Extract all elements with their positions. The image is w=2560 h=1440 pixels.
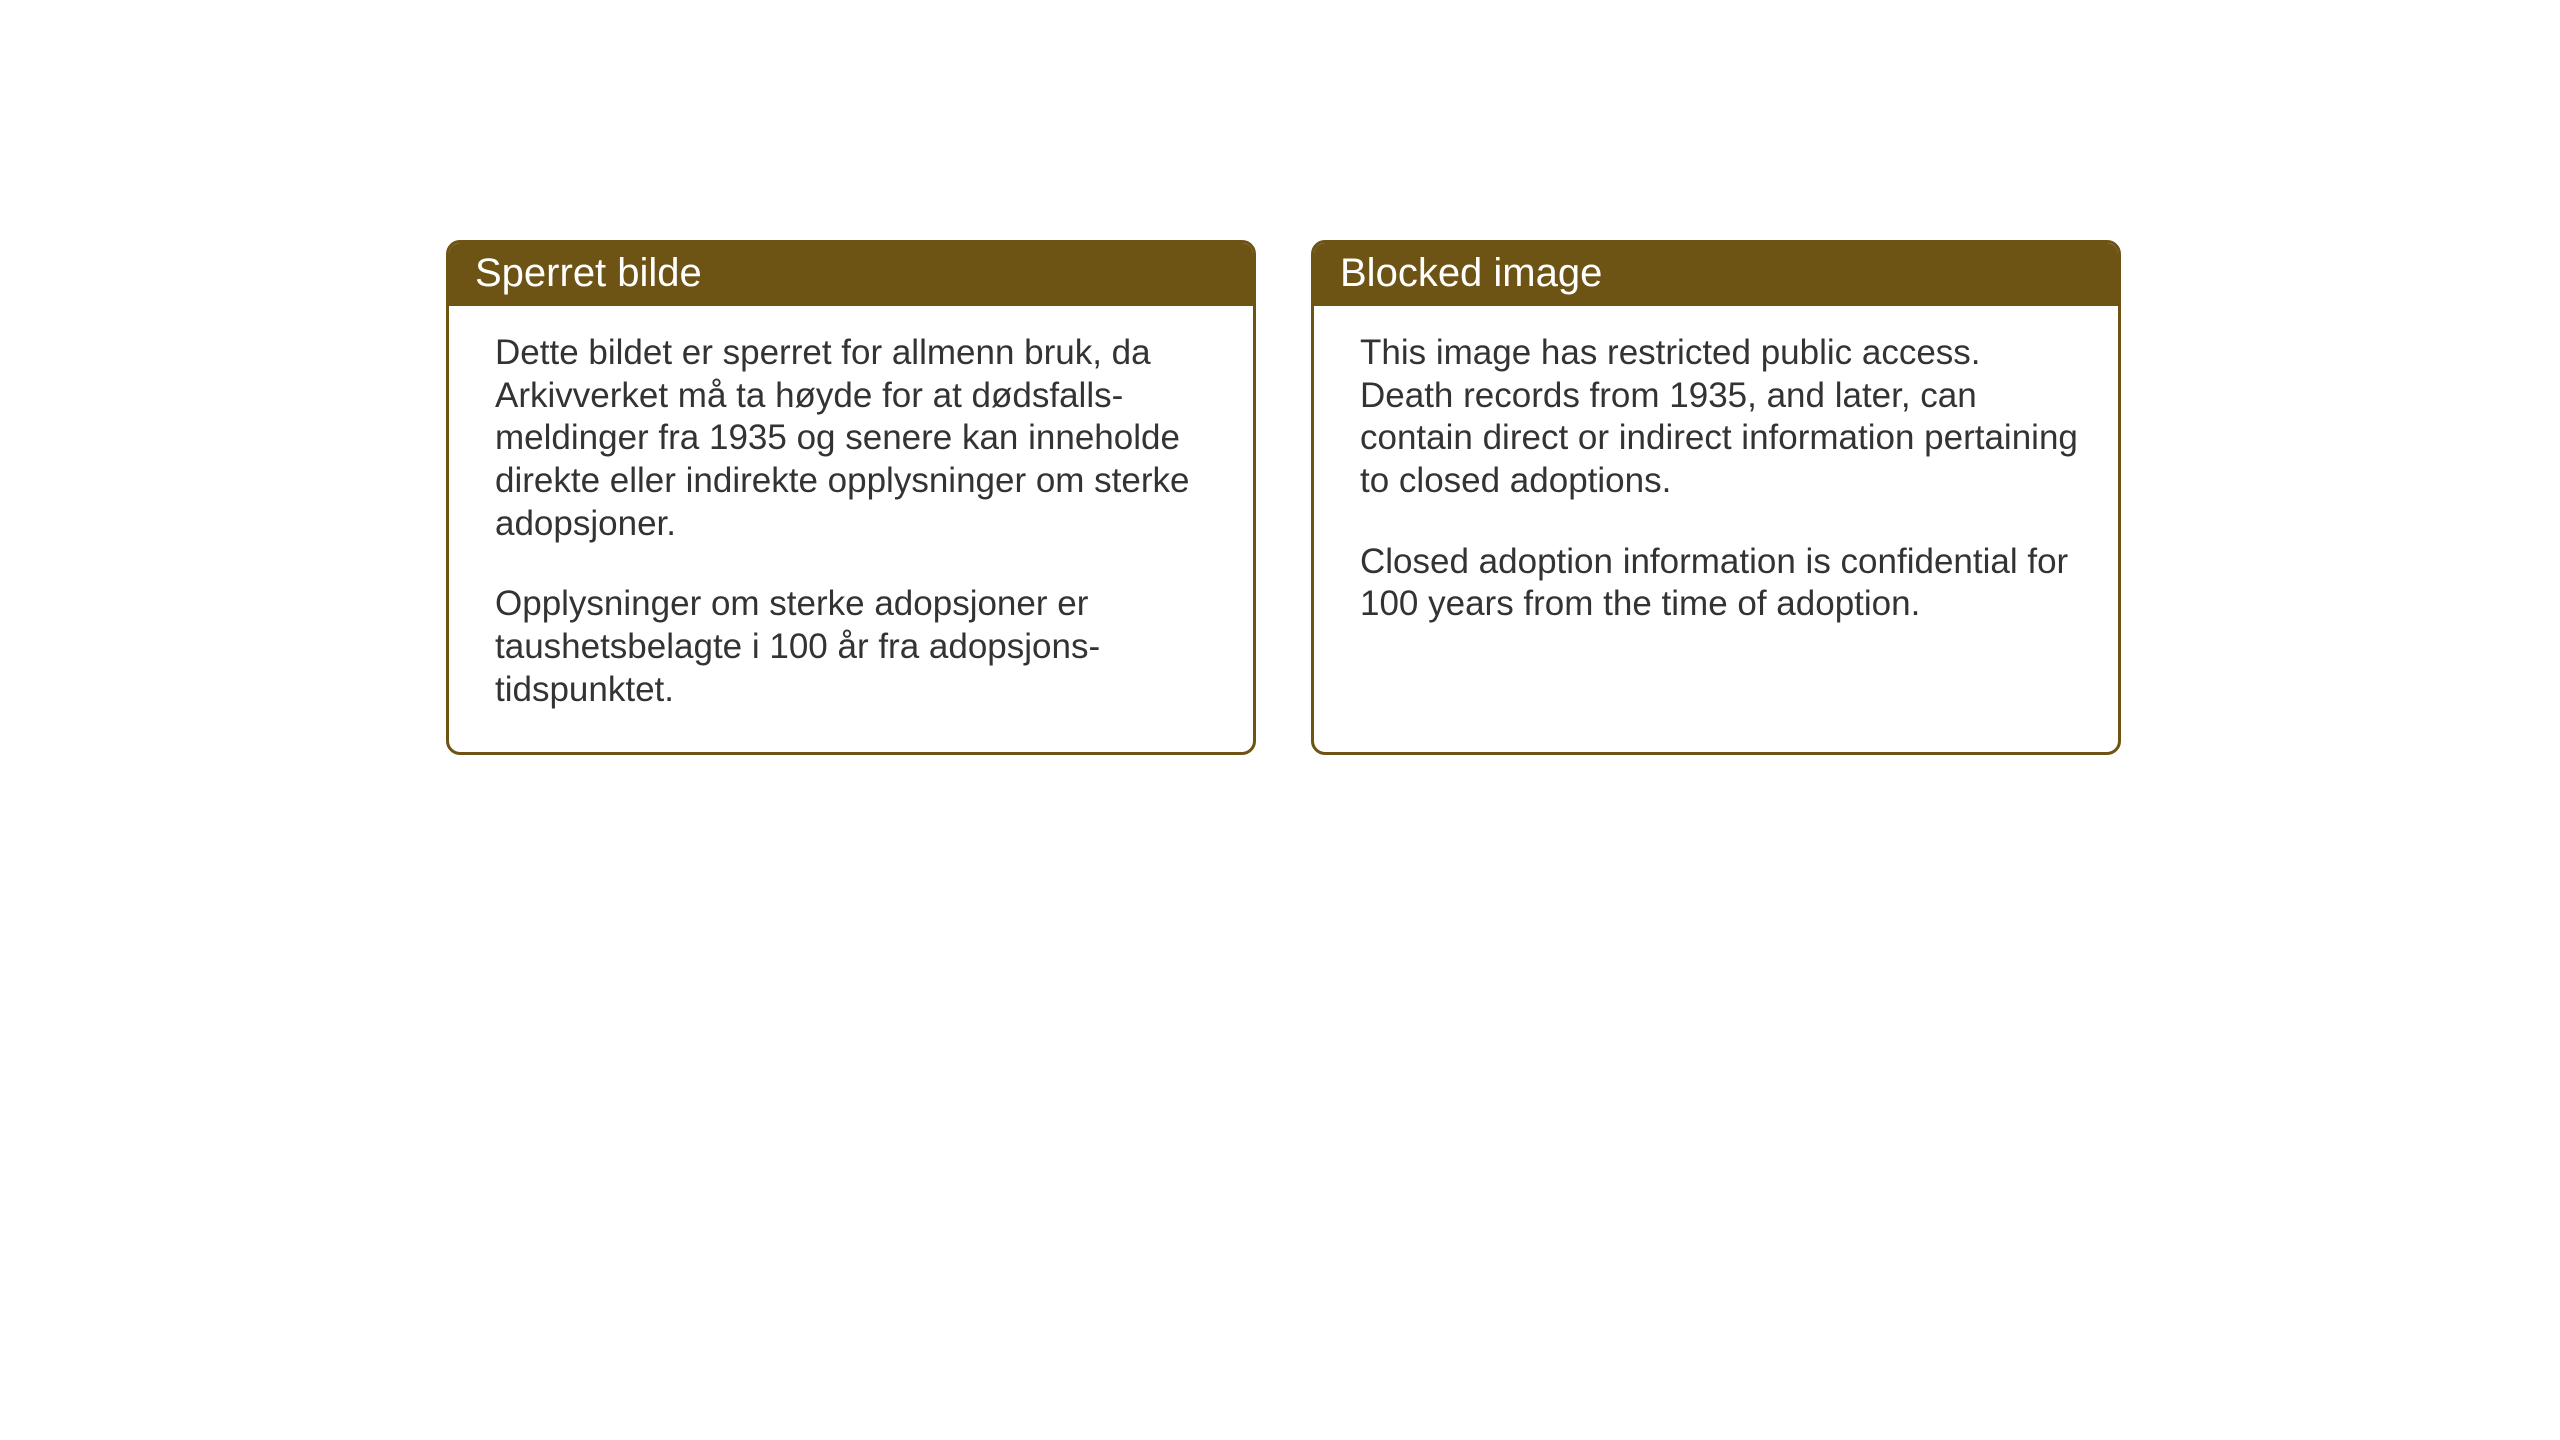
card-title-en: Blocked image	[1340, 251, 1602, 295]
card-body-no: Dette bildet er sperret for allmenn bruk…	[449, 306, 1253, 752]
card-header-en: Blocked image	[1314, 243, 2118, 306]
card-para1-en: This image has restricted public access.…	[1360, 332, 2078, 503]
card-title-no: Sperret bilde	[475, 251, 702, 295]
card-body-en: This image has restricted public access.…	[1314, 306, 2118, 666]
notice-container: Sperret bilde Dette bildet er sperret fo…	[446, 240, 2121, 755]
blocked-image-card-no: Sperret bilde Dette bildet er sperret fo…	[446, 240, 1256, 755]
blocked-image-card-en: Blocked image This image has restricted …	[1311, 240, 2121, 755]
card-para2-en: Closed adoption information is confident…	[1360, 541, 2078, 626]
card-header-no: Sperret bilde	[449, 243, 1253, 306]
card-para2-no: Opplysninger om sterke adopsjoner er tau…	[495, 583, 1213, 711]
card-para1-no: Dette bildet er sperret for allmenn bruk…	[495, 332, 1213, 545]
